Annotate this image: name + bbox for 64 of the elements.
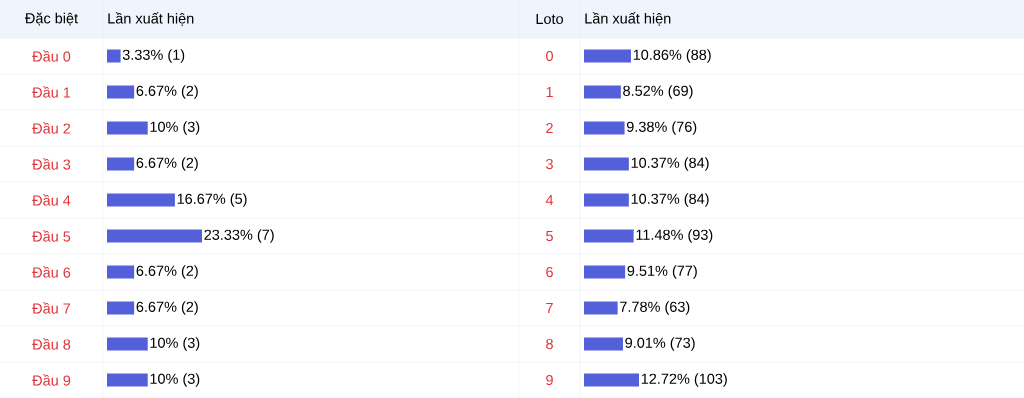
y-tick-label: 7 bbox=[546, 303, 553, 313]
bar bbox=[107, 49, 121, 63]
data-label: 6.67% (2) bbox=[136, 301, 198, 315]
chart-title: Lần xuất hiện bbox=[585, 12, 671, 26]
y-tick-label: 1 bbox=[546, 87, 553, 97]
bar bbox=[584, 85, 621, 99]
y-tick-label: Đầu 8 bbox=[32, 338, 71, 350]
bar bbox=[107, 373, 148, 387]
bar bbox=[584, 229, 634, 243]
data-label: 8.52% (69) bbox=[623, 85, 693, 99]
data-label: 16.67% (5) bbox=[177, 193, 247, 207]
bar bbox=[584, 373, 640, 387]
y-tick-label: Đầu 5 bbox=[32, 230, 71, 242]
y-axis-title: Loto bbox=[536, 13, 563, 25]
data-label: 6.67% (2) bbox=[136, 85, 198, 99]
bar bbox=[107, 193, 175, 207]
data-label: 9.01% (73) bbox=[625, 337, 695, 351]
y-tick-label: 8 bbox=[546, 338, 553, 350]
bar bbox=[107, 301, 135, 315]
bar bbox=[107, 229, 202, 243]
y-tick-label: 5 bbox=[546, 230, 553, 242]
y-tick-label: Đầu 7 bbox=[32, 302, 71, 314]
y-tick-label: Đầu 9 bbox=[32, 374, 71, 386]
data-label: 23.33% (7) bbox=[204, 229, 274, 243]
y-tick-label: Đầu 2 bbox=[32, 122, 71, 134]
bar bbox=[584, 193, 629, 207]
data-label: 10.37% (84) bbox=[631, 193, 709, 207]
bar bbox=[107, 121, 148, 135]
y-tick-label: Đầu 4 bbox=[32, 194, 71, 206]
bar bbox=[584, 301, 618, 315]
y-tick-label: 4 bbox=[545, 195, 554, 205]
data-label: 7.78% (63) bbox=[620, 301, 690, 315]
bar bbox=[584, 265, 626, 279]
y-tick-label: 2 bbox=[546, 122, 553, 134]
y-tick-label: Đầu 3 bbox=[32, 158, 71, 170]
data-label: 10% (3) bbox=[150, 337, 200, 351]
y-axis-title: Đặc biệt bbox=[25, 12, 78, 26]
y-tick-label: Đầu 0 bbox=[32, 50, 71, 62]
y-tick-label: 3 bbox=[546, 158, 553, 170]
y-tick-label: 0 bbox=[546, 50, 553, 62]
bar bbox=[584, 157, 629, 171]
data-label: 11.48% (93) bbox=[636, 229, 713, 243]
bar bbox=[584, 49, 631, 63]
bar bbox=[584, 337, 623, 351]
y-tick-label: 9 bbox=[546, 374, 553, 386]
data-label: 9.38% (76) bbox=[626, 121, 697, 135]
data-label: 10.37% (84) bbox=[631, 157, 709, 171]
y-tick-label: 6 bbox=[546, 266, 553, 278]
bar bbox=[107, 265, 135, 279]
data-label: 12.72% (103) bbox=[641, 373, 727, 387]
y-tick-label: Đầu 6 bbox=[32, 266, 71, 278]
chart-title: Lần xuất hiện bbox=[108, 12, 194, 26]
y-tick-label: Đầu 1 bbox=[32, 86, 71, 98]
data-label: 3.33% (1) bbox=[122, 49, 185, 63]
data-label: 6.67% (2) bbox=[136, 265, 198, 279]
bar bbox=[584, 121, 625, 135]
data-label: 10.86% (88) bbox=[633, 49, 711, 63]
data-label: 6.67% (2) bbox=[136, 157, 198, 171]
data-label: 9.51% (77) bbox=[627, 265, 697, 279]
data-label: 10% (3) bbox=[150, 121, 200, 135]
bar bbox=[107, 337, 148, 351]
bar bbox=[107, 85, 135, 99]
data-label: 10% (3) bbox=[150, 373, 200, 387]
bar bbox=[107, 157, 135, 171]
